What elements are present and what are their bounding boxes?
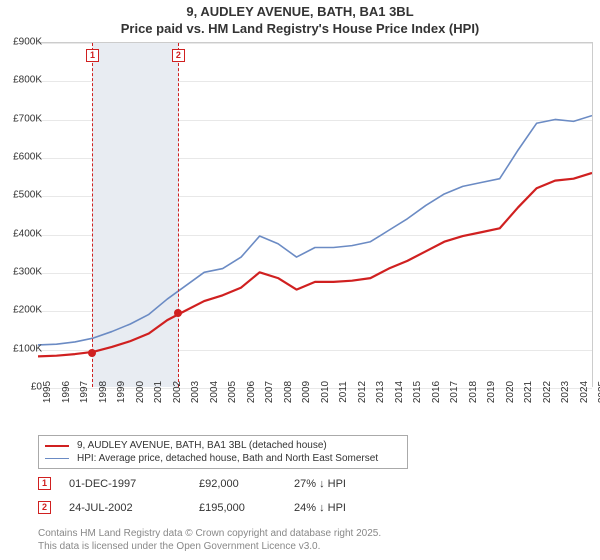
sale-date-2: 24-JUL-2002 [69, 502, 199, 514]
x-tick-label: 2016 [431, 381, 442, 403]
series-price_paid [38, 173, 592, 356]
y-tick-label: £100K [2, 343, 42, 354]
footer: Contains HM Land Registry data © Crown c… [38, 528, 568, 553]
legend-label-price-paid: 9, AUDLEY AVENUE, BATH, BA1 3BL (detache… [77, 440, 327, 451]
sale-date-1: 01-DEC-1997 [69, 478, 199, 490]
x-tick-label: 2018 [468, 381, 479, 403]
sale-delta-2: 24% ↓ HPI [294, 502, 389, 514]
x-tick-label: 1999 [116, 381, 127, 403]
x-tick-label: 2010 [320, 381, 331, 403]
sale-price-2: £195,000 [199, 502, 294, 514]
x-tick-label: 2020 [505, 381, 516, 403]
sale-price-1: £92,000 [199, 478, 294, 490]
x-tick-label: 2017 [449, 381, 460, 403]
x-tick-label: 1998 [98, 381, 109, 403]
footer-line2: This data is licensed under the Open Gov… [38, 541, 568, 554]
y-tick-label: £700K [2, 113, 42, 124]
x-tick-label: 1995 [42, 381, 53, 403]
y-tick-label: £600K [2, 152, 42, 163]
title-subtitle: Price paid vs. HM Land Registry's House … [0, 21, 600, 38]
x-tick-label: 2000 [135, 381, 146, 403]
title-block: 9, AUDLEY AVENUE, BATH, BA1 3BL Price pa… [0, 0, 600, 40]
plot-svg [38, 43, 592, 387]
y-tick-label: £900K [2, 37, 42, 48]
x-tick-label: 2019 [486, 381, 497, 403]
x-tick-label: 2005 [227, 381, 238, 403]
sale-dot [88, 349, 96, 357]
x-tick-label: 2011 [338, 381, 349, 403]
series-hpi [38, 116, 592, 345]
x-tick-label: 2022 [542, 381, 553, 403]
legend-row-hpi: HPI: Average price, detached house, Bath… [45, 452, 401, 465]
y-tick-label: £0 [2, 382, 42, 393]
x-tick-label: 2012 [357, 381, 368, 403]
x-tick-label: 2021 [523, 381, 534, 403]
legend-swatch-hpi [45, 458, 69, 459]
legend-row-price-paid: 9, AUDLEY AVENUE, BATH, BA1 3BL (detache… [45, 439, 401, 452]
x-tick-label: 2004 [209, 381, 220, 403]
sale-delta-1: 27% ↓ HPI [294, 478, 389, 490]
x-tick-label: 2015 [412, 381, 423, 403]
title-address: 9, AUDLEY AVENUE, BATH, BA1 3BL [0, 4, 600, 21]
x-tick-label: 2009 [301, 381, 312, 403]
x-tick-label: 2023 [560, 381, 571, 403]
x-tick-label: 2007 [264, 381, 275, 403]
footer-line1: Contains HM Land Registry data © Crown c… [38, 528, 568, 541]
legend-label-hpi: HPI: Average price, detached house, Bath… [77, 453, 378, 464]
x-tick-label: 2013 [375, 381, 386, 403]
sale-marker-box: 2 [172, 49, 185, 62]
sale-row-2: 2 24-JUL-2002 £195,000 24% ↓ HPI [38, 501, 389, 514]
sale-row-1: 1 01-DEC-1997 £92,000 27% ↓ HPI [38, 477, 389, 490]
chart-container: 9, AUDLEY AVENUE, BATH, BA1 3BL Price pa… [0, 0, 600, 560]
x-tick-label: 2008 [283, 381, 294, 403]
x-tick-label: 2014 [394, 381, 405, 403]
chart-area: 12 [38, 42, 593, 387]
x-tick-label: 2024 [579, 381, 590, 403]
y-tick-label: £300K [2, 267, 42, 278]
sale-vline [92, 43, 93, 387]
sale-dot [174, 309, 182, 317]
x-tick-label: 2001 [153, 381, 164, 403]
sale-marker-2: 2 [38, 501, 51, 514]
y-tick-label: £400K [2, 228, 42, 239]
x-tick-label: 2006 [246, 381, 257, 403]
y-tick-label: £500K [2, 190, 42, 201]
x-tick-label: 1997 [79, 381, 90, 403]
x-tick-label: 1996 [61, 381, 72, 403]
x-tick-label: 2002 [172, 381, 183, 403]
sale-vline [178, 43, 179, 387]
legend-box: 9, AUDLEY AVENUE, BATH, BA1 3BL (detache… [38, 435, 408, 469]
sale-marker-box: 1 [86, 49, 99, 62]
sale-marker-1: 1 [38, 477, 51, 490]
legend-swatch-price-paid [45, 445, 69, 447]
x-tick-label: 2003 [190, 381, 201, 403]
y-tick-label: £800K [2, 75, 42, 86]
y-tick-label: £200K [2, 305, 42, 316]
